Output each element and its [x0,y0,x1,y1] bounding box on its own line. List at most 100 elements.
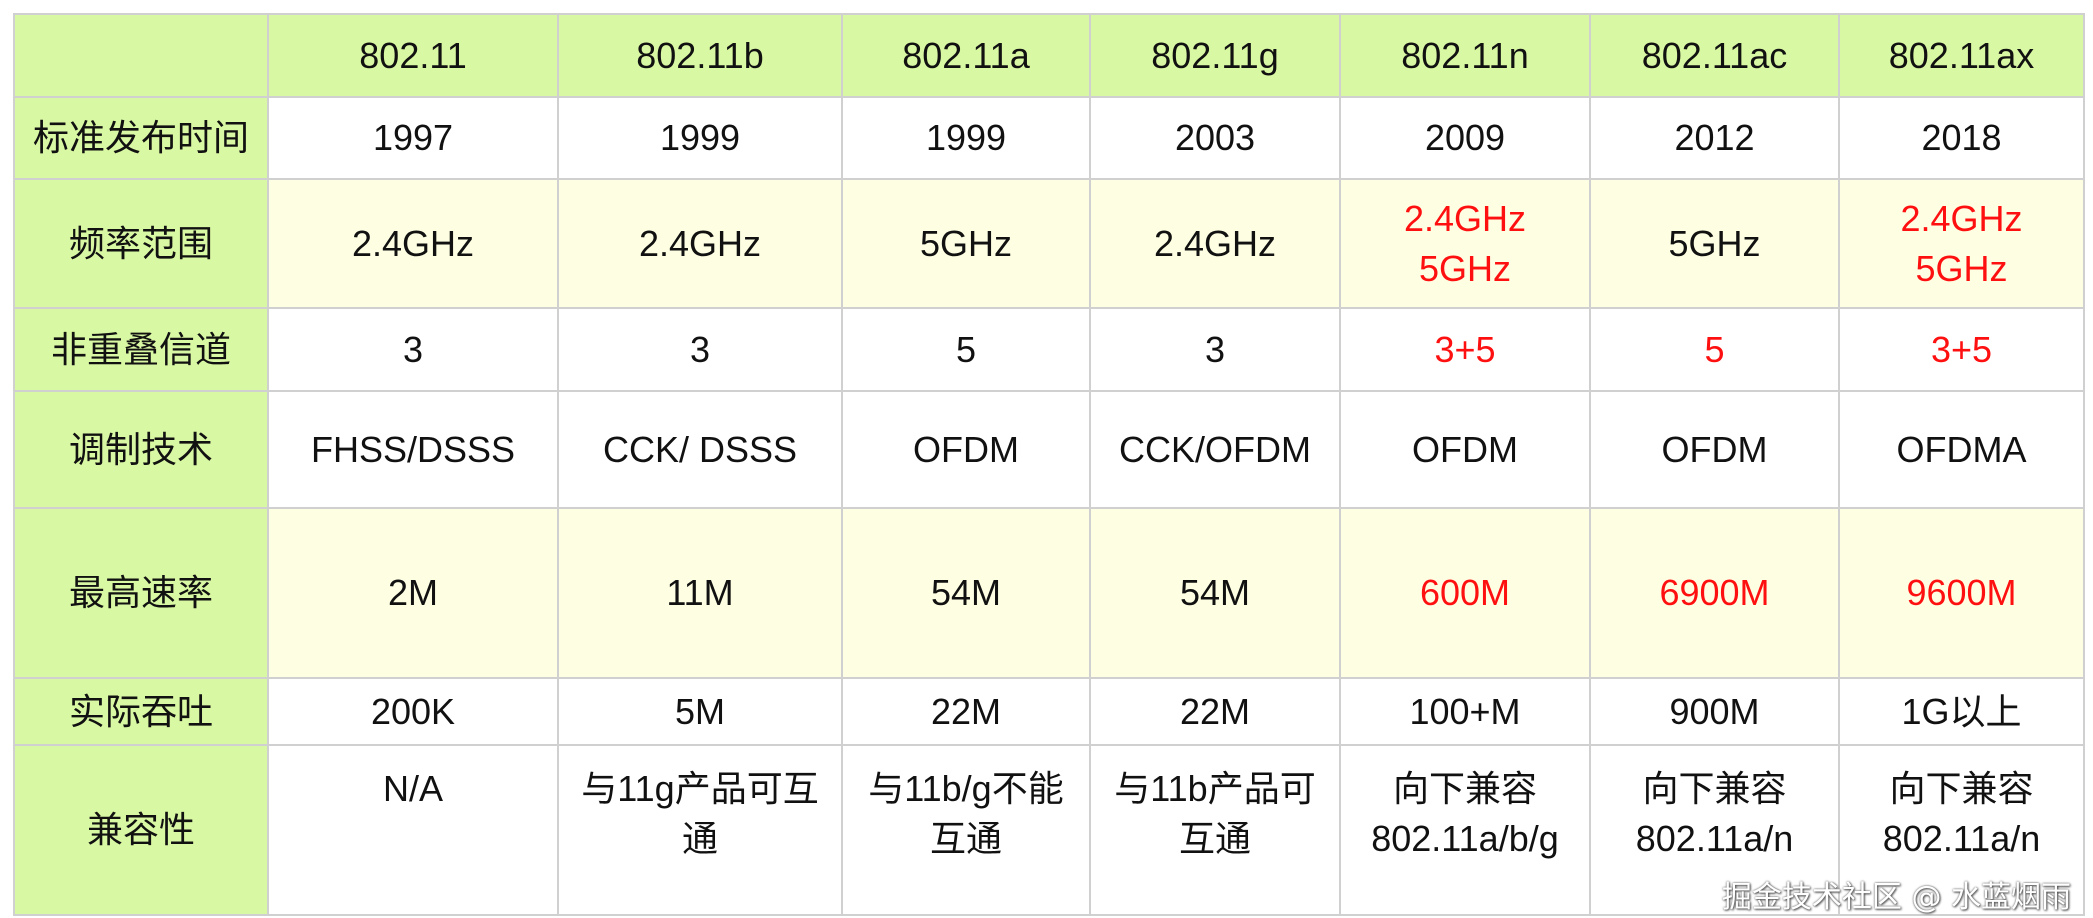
cell-line: 22M [1179,690,1251,732]
table-cell: 22M [1089,677,1341,746]
table-cell: CCK/ DSSS [557,390,843,509]
table-row: 频率范围 2.4GHz 2.4GHz 5GHz 2.4GHz 2.4GHz 5GHz 5GHz… [13,178,2085,309]
table-cell: 2018 [1838,96,2085,180]
table-cell: 200K [267,677,559,746]
table-row: 标准发布时间 1997 1999 1999 2003 2009 2012 2018 [13,96,2085,180]
table-cell: OFDM [1589,390,1840,509]
table-cell: 3 [267,307,559,392]
table-cell: 5GHz [1589,178,1840,309]
row-label: 标准发布时间 [13,96,269,180]
cell-line: 2012 [1674,117,1755,158]
cell-line: CCK/OFDM [1119,428,1311,470]
table-cell: 2012 [1589,96,1840,180]
cell-line: 802.11a/n [1882,818,2041,859]
row-label: 实际吞吐 [13,677,269,746]
table-row: 调制技术 FHSS/DSSS CCK/ DSSS OFDM CCK/OFDM OFDM OF… [13,390,2085,509]
corner-cell [13,13,269,98]
table-cell: 6900M [1589,507,1840,679]
table-cell: 5 [841,307,1091,392]
table-cell: N/A [267,744,559,916]
cell-line: 3 [1204,328,1226,370]
table-cell: 1999 [841,96,1091,180]
table-cell: 900M [1589,677,1840,746]
table-cell: 3 [1089,307,1341,392]
cell-line: 5GHz [1668,222,1761,264]
table-cell: 3 [557,307,843,392]
row-label: 最高速率 [13,507,269,679]
column-header: 802.11a [841,13,1091,98]
row-label: 频率范围 [13,178,269,309]
cell-line: 802.11a/b/g [1371,818,1559,859]
table-cell: 9600M [1838,507,2085,679]
table-cell: 1997 [267,96,559,180]
cell-line: 向下兼容 [1392,768,1537,809]
table-cell: 3+5 [1339,307,1591,392]
cell-line: 900M [1669,690,1760,732]
cell-line: 54M [930,572,1002,613]
cell-line: 2.4GHz [1403,197,1527,239]
cell-line: OFDMA [1896,428,2027,470]
column-header: 802.11ax [1838,13,2085,98]
table-cell: 2.4GHz [1089,178,1341,309]
cell-line: OFDM [1661,428,1768,470]
cell-line: 22M [930,690,1002,732]
cell-line: N/A [382,768,443,809]
table-row: 非重叠信道 3 3 5 3 3+5 5 3+5 [13,307,2085,392]
row-label: 兼容性 [13,744,269,916]
table-cell: 2.4GHz 5GHz [1339,178,1591,309]
table-cell: 600M [1339,507,1591,679]
table-cell: 22M [841,677,1091,746]
column-header: 802.11ac [1589,13,1840,98]
cell-line: 5 [955,328,977,370]
cell-line: 600M [1419,572,1511,613]
table-cell: 100+M [1339,677,1591,746]
cell-line: OFDM [1412,428,1518,470]
table-cell: 与11b产品可 互通 [1089,744,1341,916]
cell-line: 5GHz [919,222,1013,264]
cell-line: 1999 [925,117,1007,158]
cell-line: 向下兼容 [1889,768,2034,809]
cell-line: 向下兼容 [1642,768,1787,809]
cell-line: 互通 [1178,818,1251,859]
cell-line: 2018 [1921,117,2002,158]
table-cell: 54M [1089,507,1341,679]
table-cell: 2003 [1089,96,1341,180]
column-header: 802.11 [267,13,559,98]
cell-line: 2M [387,572,438,613]
cell-line: 与11g产品可互 [581,768,819,809]
cell-line: 1999 [659,117,741,158]
cell-line: 2009 [1424,117,1506,158]
table-cell: 向下兼容 802.11a/n [1838,744,2085,916]
table-cell: 与11g产品可互通 [557,744,843,916]
cell-line: 5GHz [1915,247,2008,289]
table-row: 最高速率 2M 11M 54M 54M 600M 6900M 9600M [13,507,2085,679]
table-cell: 2.4GHz [267,178,559,309]
cell-line: 通 [681,818,718,859]
cell-line: 1997 [372,117,454,158]
cell-line: 2.4GHz [1900,197,2023,239]
cell-line: 3+5 [1434,328,1496,370]
table-cell: 2.4GHz 5GHz [1838,178,2085,309]
cell-line: OFDM [913,428,1019,470]
column-header: 802.11n [1339,13,1591,98]
table-cell: 向下兼容 802.11a/b/g [1339,744,1591,916]
watermark: 掘金技术社区 @ 水蓝烟雨 [1721,880,2071,915]
cell-line: 11M [666,572,734,613]
table-cell: 54M [841,507,1091,679]
cell-line: 5M [674,690,725,732]
cell-line: 1G以上 [1901,690,2022,732]
cell-line: 与11b产品可 [1114,768,1316,809]
wifi-standards-table: 802.11 802.11b 802.11a 802.11g 802.11n 802.11… [13,13,2085,916]
cell-line: 100+M [1409,690,1521,732]
column-header: 802.11b [557,13,843,98]
cell-line: 2.4GHz [638,222,762,264]
table-cell: 2.4GHz [557,178,843,309]
cell-line: 54M [1179,572,1251,613]
table-cell: 3+5 [1838,307,2085,392]
header-row: 802.11 802.11b 802.11a 802.11g 802.11n 802.11… [13,13,2085,98]
table-cell: 2009 [1339,96,1591,180]
cell-line: 9600M [1906,572,2017,613]
cell-line: CCK/ DSSS [602,428,798,470]
table-cell: 与11b/g不能 互通 [841,744,1091,916]
table-cell: 1999 [557,96,843,180]
